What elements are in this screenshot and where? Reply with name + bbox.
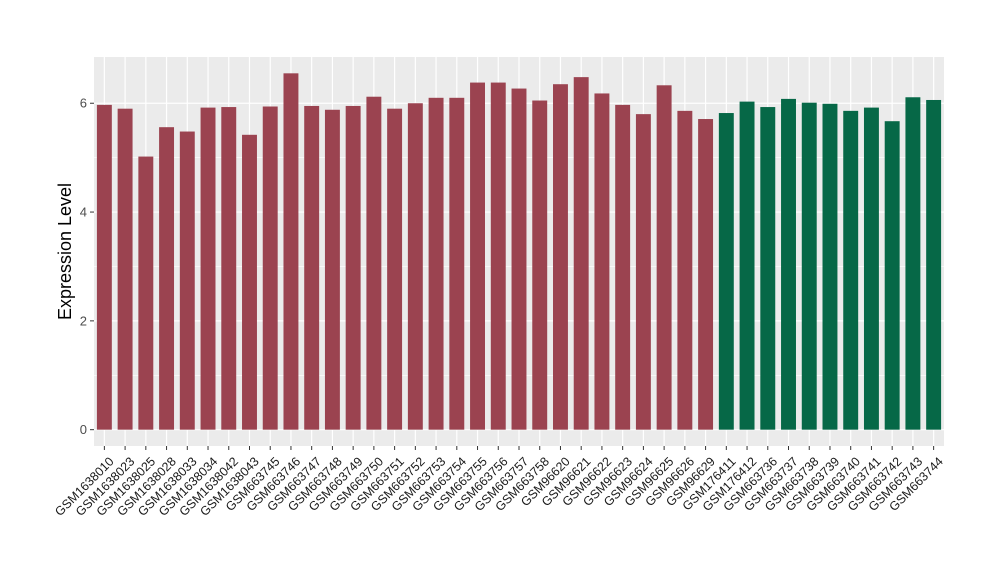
bar-GSM663746 [283, 73, 299, 430]
bar-GSM663751 [387, 108, 403, 430]
bar-GSM663747 [304, 105, 320, 430]
bar-GSM663741 [863, 107, 879, 430]
y-axis: 0 2 4 6 [80, 96, 94, 437]
bar-GSM663752 [407, 103, 423, 430]
bar-GSM663757 [511, 88, 527, 430]
bar-GSM1638028 [159, 127, 175, 430]
bar-GSM663745 [262, 106, 278, 430]
bar-GSM663744 [926, 99, 942, 430]
bar-GSM663736 [760, 107, 776, 430]
bar-GSM96624 [635, 114, 651, 430]
bar-GSM663756 [490, 82, 506, 430]
bar-GSM96623 [615, 104, 631, 430]
bar-GSM663740 [843, 110, 859, 430]
y-tick-label: 4 [80, 205, 87, 220]
bar-GSM663749 [345, 105, 361, 430]
bar-GSM1638033 [179, 131, 195, 430]
bar-GSM96625 [656, 85, 672, 430]
bar-GSM176412 [739, 101, 755, 430]
bar-GSM663743 [905, 97, 921, 430]
bar-GSM96626 [677, 110, 693, 430]
bar-GSM663742 [884, 121, 900, 430]
bars [96, 73, 942, 430]
x-axis: GSM1638010GSM1638023GSM1638025GSM1638028… [52, 446, 946, 519]
bar-GSM663739 [822, 103, 838, 430]
y-axis-label: Expression Level [55, 183, 75, 320]
bar-GSM1638010 [96, 104, 112, 430]
bar-GSM96620 [553, 84, 568, 430]
bar-GSM663755 [470, 82, 485, 430]
y-tick-label: 6 [80, 96, 87, 111]
bar-GSM1638025 [138, 156, 154, 430]
bar-GSM663737 [781, 98, 796, 430]
bar-GSM663748 [324, 109, 340, 430]
bar-GSM663753 [428, 97, 444, 430]
y-tick-label: 2 [80, 313, 87, 328]
bar-GSM663750 [366, 96, 382, 430]
bar-GSM1638023 [117, 108, 133, 430]
bar-GSM1638034 [200, 107, 216, 430]
bar-GSM96629 [698, 119, 714, 430]
bar-GSM96622 [594, 93, 610, 430]
bar-GSM1638042 [221, 107, 237, 430]
bar-GSM1638043 [242, 134, 257, 430]
y-tick-label: 0 [80, 422, 87, 437]
bar-GSM663758 [532, 100, 548, 430]
bar-GSM663738 [801, 102, 817, 430]
bar-GSM96621 [573, 77, 589, 430]
bar-GSM176411 [718, 113, 734, 430]
bar-GSM663754 [449, 97, 465, 430]
